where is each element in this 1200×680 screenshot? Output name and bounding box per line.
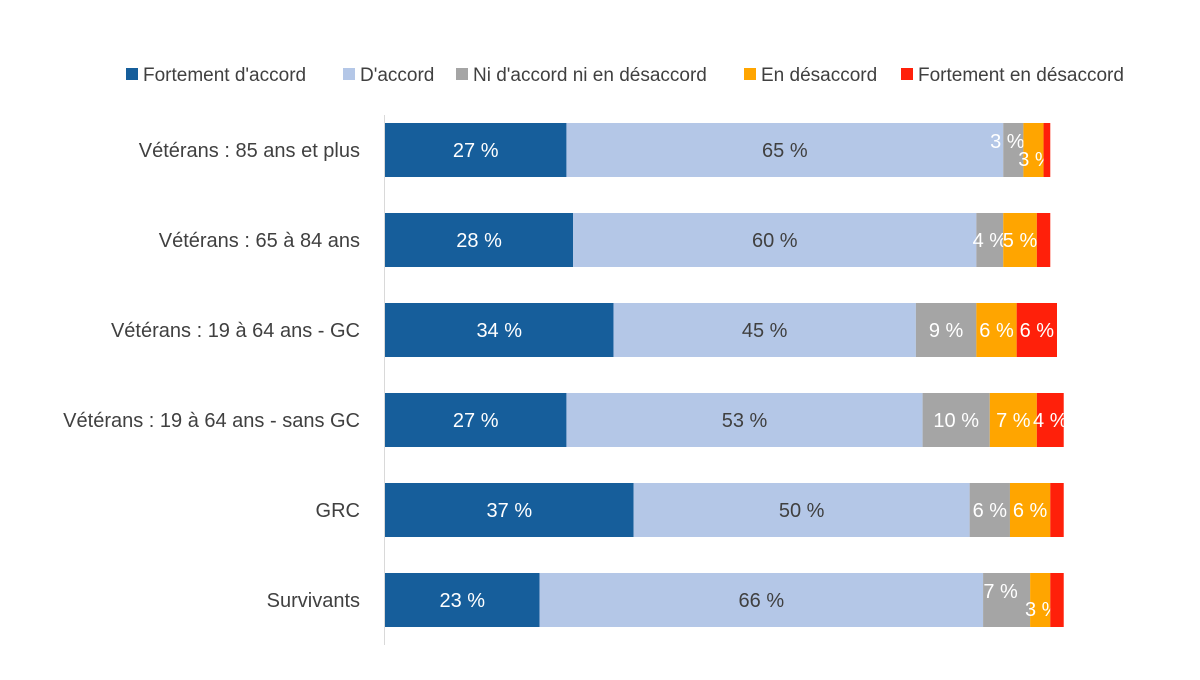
bar-segment <box>613 303 916 357</box>
bar-segment <box>385 573 540 627</box>
legend-swatch <box>744 68 756 80</box>
bar-segment <box>1009 483 1051 537</box>
bar-segment <box>633 483 970 537</box>
legend-label: D'accord <box>360 65 434 86</box>
bar-segment <box>1036 213 1051 267</box>
data-label: 6 % <box>1020 320 1055 342</box>
bar-segment <box>385 123 567 177</box>
bar-segment <box>969 483 1010 537</box>
category-label: Vétérans : 19 à 64 ans - sans GC <box>63 410 360 432</box>
legend-label: En désaccord <box>761 65 877 86</box>
category-label: Vétérans : 85 ans et plus <box>139 140 360 162</box>
bar-segment <box>989 393 1037 447</box>
bar-segment <box>1050 573 1064 627</box>
data-label: 53 % <box>722 410 768 432</box>
data-label: 66 % <box>739 590 785 612</box>
bar-segment <box>1003 213 1037 267</box>
bar-segment <box>1030 573 1051 627</box>
bar-segment <box>539 573 984 627</box>
data-label: 5 % <box>1003 230 1038 252</box>
bar-segment <box>566 123 1004 177</box>
data-label: 27 % <box>453 410 499 432</box>
legend-label: Ni d'accord ni en désaccord <box>473 65 707 86</box>
category-label: GRC <box>316 500 360 522</box>
legend-swatch <box>456 68 468 80</box>
legend-label: Fortement d'accord <box>143 65 306 86</box>
bar-segment <box>915 303 977 357</box>
bar-segment <box>566 393 923 447</box>
data-label: 65 % <box>762 140 808 162</box>
bar-segment <box>1023 123 1044 177</box>
bar-segment <box>976 303 1017 357</box>
data-label: 50 % <box>779 500 825 522</box>
data-label: 7 % <box>996 410 1031 432</box>
data-label: 6 % <box>973 500 1008 522</box>
data-label: 6 % <box>1013 500 1048 522</box>
bar-segment <box>1003 123 1024 177</box>
data-label: 9 % <box>929 320 964 342</box>
data-label: 37 % <box>487 500 533 522</box>
bar-segment <box>1036 393 1064 447</box>
data-label: 27 % <box>453 140 499 162</box>
bar-segment <box>1016 303 1057 357</box>
legend-label: Fortement en désaccord <box>918 65 1124 86</box>
data-label: 60 % <box>752 230 798 252</box>
data-label: 6 % <box>979 320 1014 342</box>
bar-segment <box>976 213 1004 267</box>
data-label: 7 % <box>983 581 1018 603</box>
category-label: Vétérans : 65 à 84 ans <box>159 230 360 252</box>
legend-swatch <box>343 68 355 80</box>
data-label: 10 % <box>933 410 979 432</box>
data-label: 45 % <box>742 320 788 342</box>
bar-segment <box>922 393 990 447</box>
bar-segment <box>1050 483 1064 537</box>
data-label: 23 % <box>439 590 485 612</box>
bar-segment <box>1043 123 1051 177</box>
data-label: 3 % <box>990 131 1025 153</box>
data-label: 34 % <box>476 320 522 342</box>
data-label: 4 % <box>973 230 1008 252</box>
bar-segment <box>385 213 574 267</box>
bar-segment <box>385 483 634 537</box>
data-label: 28 % <box>456 230 502 252</box>
bar-segment <box>385 303 614 357</box>
data-label: 4 % <box>1033 410 1068 432</box>
bar-segment <box>573 213 977 267</box>
bar-segment <box>385 393 567 447</box>
legend-swatch <box>901 68 913 80</box>
bar-segment <box>983 573 1031 627</box>
category-label: Vétérans : 19 à 64 ans - GC <box>111 320 360 342</box>
legend-swatch <box>126 68 138 80</box>
category-label: Survivants <box>267 590 360 612</box>
